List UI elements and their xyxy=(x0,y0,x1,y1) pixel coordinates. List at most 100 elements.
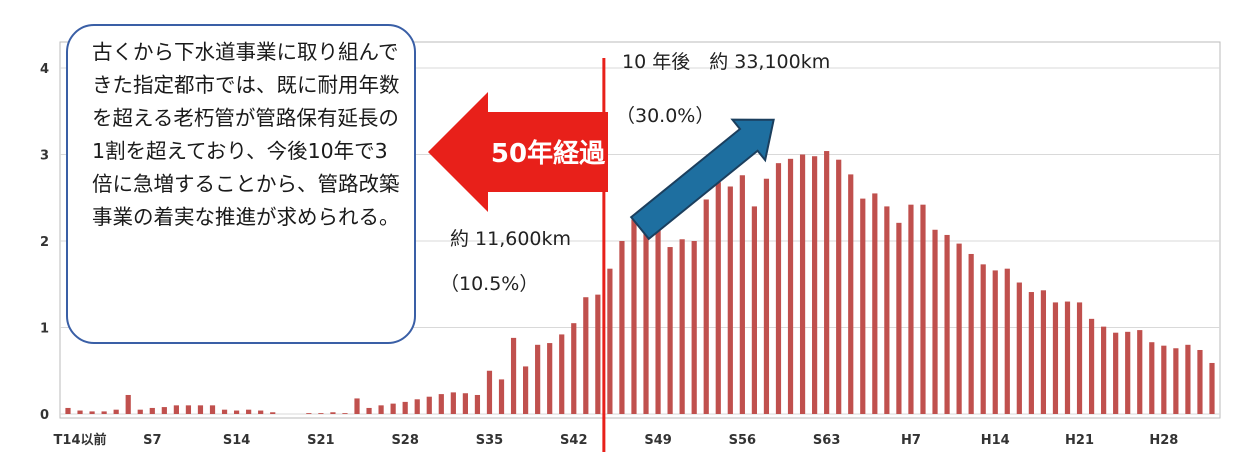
future-length-label: 10 年後 約 33,100km xyxy=(622,51,830,73)
bar xyxy=(330,412,336,414)
bar xyxy=(655,209,661,414)
bar xyxy=(812,156,818,415)
bar xyxy=(185,405,192,414)
x-tick-label: S14 xyxy=(223,433,250,448)
y-tick-label: 1 xyxy=(40,322,49,337)
y-tick-label: 0 xyxy=(40,408,49,423)
bar xyxy=(510,337,517,414)
bar xyxy=(366,407,372,414)
bar xyxy=(944,234,950,414)
bar xyxy=(679,239,685,414)
bar xyxy=(535,344,541,414)
bar xyxy=(65,407,71,414)
callout-box: 古くから下水道事業に取り組んできた指定都市では、既に耐用年数を超える老朽管が管路… xyxy=(66,24,416,344)
bar xyxy=(920,204,926,414)
bar xyxy=(559,334,565,414)
bar xyxy=(426,396,432,414)
bar-series xyxy=(65,151,1215,415)
bar xyxy=(149,407,155,414)
bar xyxy=(402,401,408,414)
bar xyxy=(1004,268,1010,414)
x-tick-label: S35 xyxy=(476,433,503,448)
callout-text: 古くから下水道事業に取り組んできた指定都市では、既に耐用年数を超える老朽管が管路… xyxy=(92,40,400,229)
bar xyxy=(390,403,396,414)
bar xyxy=(173,405,179,414)
bar xyxy=(125,394,131,414)
bar xyxy=(221,409,228,414)
bar xyxy=(486,370,493,414)
bar xyxy=(270,412,276,414)
bar xyxy=(607,268,613,414)
bar xyxy=(1040,290,1047,414)
bar xyxy=(523,366,529,414)
x-tick-label: S7 xyxy=(143,433,161,448)
x-tick-label: S63 xyxy=(813,433,840,448)
bar xyxy=(896,222,902,414)
bar xyxy=(258,410,264,414)
bar xyxy=(1113,332,1119,414)
x-tick-label: H14 xyxy=(981,433,1010,448)
bar xyxy=(619,241,625,414)
bar xyxy=(884,206,890,414)
bar xyxy=(1028,292,1034,414)
bar xyxy=(703,199,709,414)
x-tick-label: S21 xyxy=(307,433,334,448)
bar xyxy=(595,294,601,414)
bar xyxy=(209,405,216,414)
bar xyxy=(233,410,240,414)
bar xyxy=(342,413,348,414)
x-tick-label: H7 xyxy=(901,433,921,448)
bar xyxy=(787,158,794,414)
bar xyxy=(306,413,312,414)
x-tick-label: S49 xyxy=(644,433,671,448)
bar xyxy=(1173,348,1179,414)
bar xyxy=(763,178,770,414)
bar xyxy=(318,413,324,414)
bar xyxy=(956,243,962,414)
bar xyxy=(547,343,553,414)
bar xyxy=(1149,342,1155,414)
y-tick-label: 2 xyxy=(40,235,49,250)
bar xyxy=(1101,326,1107,414)
bar xyxy=(161,407,167,414)
current-percent-label: （10.5%） xyxy=(440,273,538,295)
current-length-label: 約 11,600km xyxy=(450,228,571,250)
bar xyxy=(462,393,468,414)
bar xyxy=(643,221,649,414)
bar xyxy=(113,409,119,414)
bar xyxy=(727,186,733,414)
bar xyxy=(691,241,697,414)
bar xyxy=(908,204,914,414)
bar xyxy=(667,247,673,414)
bar xyxy=(450,392,456,414)
bar xyxy=(848,174,854,414)
future-percent-label: （30.0%） xyxy=(616,105,714,127)
growth-arrow xyxy=(629,118,775,241)
bar xyxy=(980,264,986,414)
x-tick-label: T14以前 xyxy=(54,432,107,448)
bar xyxy=(438,394,444,414)
bar xyxy=(89,411,95,414)
fifty-years-arrow xyxy=(428,92,608,212)
bar xyxy=(1125,331,1131,414)
y-axis-ticks: 0 1 2 3 4 xyxy=(40,62,49,423)
bar xyxy=(872,193,878,414)
bar xyxy=(1016,282,1022,414)
bar xyxy=(197,405,204,414)
bar xyxy=(354,398,360,414)
bar xyxy=(775,163,782,414)
bar xyxy=(1088,318,1095,414)
bar xyxy=(583,297,589,414)
bar xyxy=(860,198,866,414)
bar xyxy=(968,253,974,414)
bar xyxy=(498,379,505,414)
bar xyxy=(414,399,420,414)
bar xyxy=(1161,345,1167,414)
bar xyxy=(836,159,842,414)
bar xyxy=(992,270,998,414)
x-tick-label: H28 xyxy=(1149,433,1178,448)
bar xyxy=(799,154,806,414)
bar xyxy=(1052,302,1059,414)
bar xyxy=(631,219,637,414)
bar xyxy=(739,175,745,414)
